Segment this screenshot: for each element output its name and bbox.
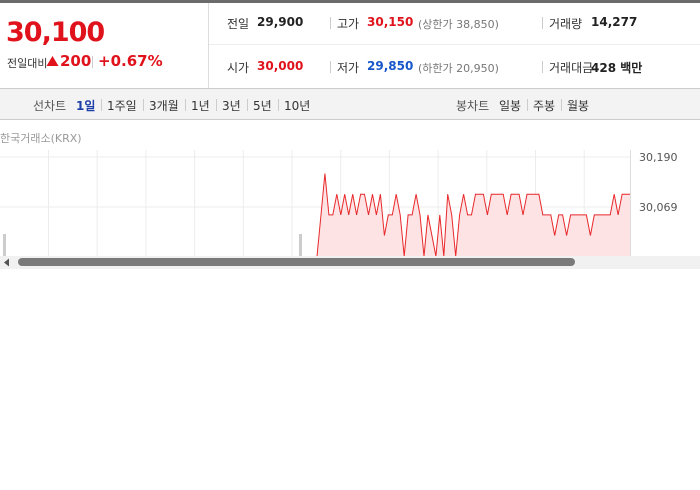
tab[interactable]: 1년 <box>191 99 210 113</box>
scroll-left[interactable] <box>3 258 11 267</box>
tab[interactable]: 월봉 <box>567 99 590 113</box>
divider <box>0 88 700 89</box>
separator <box>247 99 248 111</box>
change: 200 <box>60 52 92 70</box>
current-price: 30,100 <box>6 17 105 48</box>
tab-bar <box>0 89 700 120</box>
tab[interactable]: 10년 <box>284 99 311 113</box>
source: 한국거래소(KRX) <box>0 132 82 145</box>
info-note: (하한가 20,950) <box>418 62 499 75</box>
info-value: 428 백만 <box>591 61 643 75</box>
tab[interactable]: 일봉 <box>499 99 522 113</box>
tab[interactable]: 주봉 <box>533 99 556 113</box>
info-label: 거래량 <box>549 17 583 31</box>
info-label: 고가 <box>337 17 360 31</box>
tab-label: 봉차트 <box>456 99 490 113</box>
tab[interactable]: 1일 <box>76 99 96 113</box>
info-label: 저가 <box>337 61 360 75</box>
chart: 30,190 30,069 <box>0 150 678 256</box>
info-label: 전일 <box>227 17 250 31</box>
line <box>316 173 630 256</box>
separator <box>330 61 331 73</box>
info-label: 거래대금 <box>549 61 594 75</box>
separator <box>542 61 543 73</box>
up-arrow <box>46 56 59 66</box>
separator <box>278 99 279 111</box>
scrollbar-thumb[interactable] <box>18 258 575 266</box>
tab-label: 선차트 <box>33 99 67 113</box>
marker <box>3 234 6 256</box>
top-border <box>0 0 700 3</box>
info-value: 29,850 <box>367 59 414 73</box>
area <box>317 173 630 256</box>
change-label: 전일대비 <box>7 57 48 70</box>
separator <box>143 99 144 111</box>
info-value: 30,150 <box>367 15 414 29</box>
separator <box>330 17 331 29</box>
y-tick-label: 30,069 <box>639 201 678 214</box>
tab[interactable]: 1주일 <box>107 99 137 113</box>
separator <box>542 17 543 29</box>
info-value: 14,277 <box>591 15 638 29</box>
info-value: 29,900 <box>257 15 304 29</box>
separator <box>185 99 186 111</box>
divider <box>209 44 700 45</box>
change-rate: +0.67% <box>98 52 163 70</box>
separator <box>527 99 528 111</box>
info-label: 시가 <box>227 61 250 75</box>
divider <box>208 3 209 88</box>
tab[interactable]: 5년 <box>253 99 272 113</box>
info-note: (상한가 38,850) <box>418 18 499 31</box>
info-value: 30,000 <box>257 59 304 73</box>
marker <box>299 234 302 256</box>
separator <box>561 99 562 111</box>
tab[interactable]: 3개월 <box>149 99 179 113</box>
separator <box>216 99 217 111</box>
y-tick-label: 30,190 <box>639 151 678 164</box>
separator <box>101 99 102 111</box>
tab[interactable]: 3년 <box>222 99 241 113</box>
